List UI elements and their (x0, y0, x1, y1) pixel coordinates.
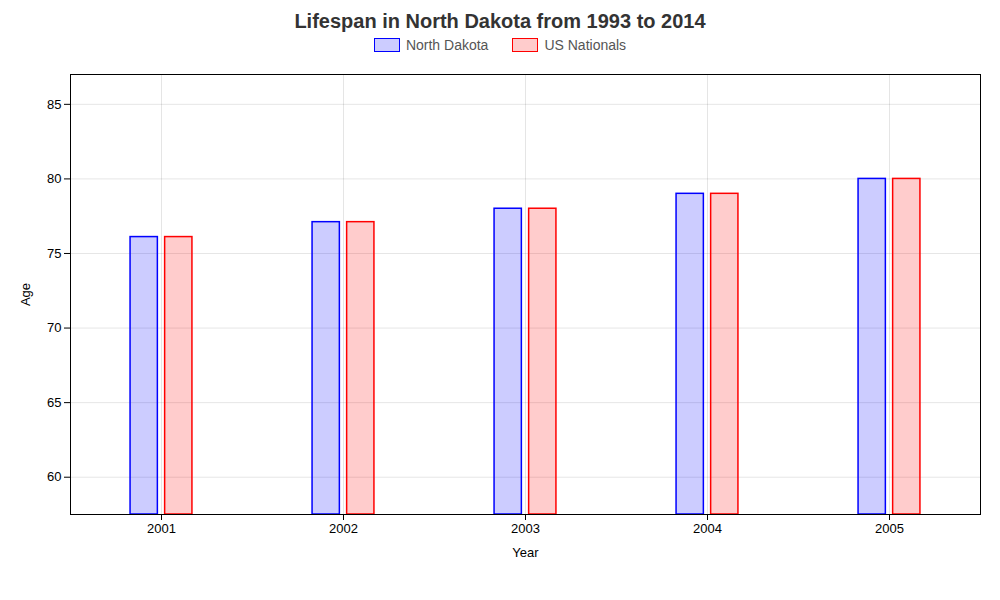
svg-text:2003: 2003 (511, 521, 540, 536)
svg-text:2005: 2005 (875, 521, 904, 536)
html-text:Lifespan in North Dakota from: Lifespan in North Dakota from 1993 to 20… (294, 10, 706, 32)
svg-text:2004: 2004 (693, 521, 722, 536)
svg-text:75: 75 (47, 246, 61, 261)
html-text:North Dakota: North Dakota (405, 37, 489, 53)
svg-text:70: 70 (47, 320, 61, 335)
html-text:US Nationals: US Nationals (544, 37, 627, 53)
svg-text:Year: Year (512, 545, 539, 560)
svg-text:60: 60 (47, 469, 61, 484)
svg-text:85: 85 (47, 96, 61, 111)
svg-text:Age: Age (18, 283, 33, 306)
svg-text:2001: 2001 (147, 521, 176, 536)
svg-text:80: 80 (47, 171, 61, 186)
svg-text:65: 65 (47, 395, 61, 410)
svg-text:2002: 2002 (329, 521, 358, 536)
